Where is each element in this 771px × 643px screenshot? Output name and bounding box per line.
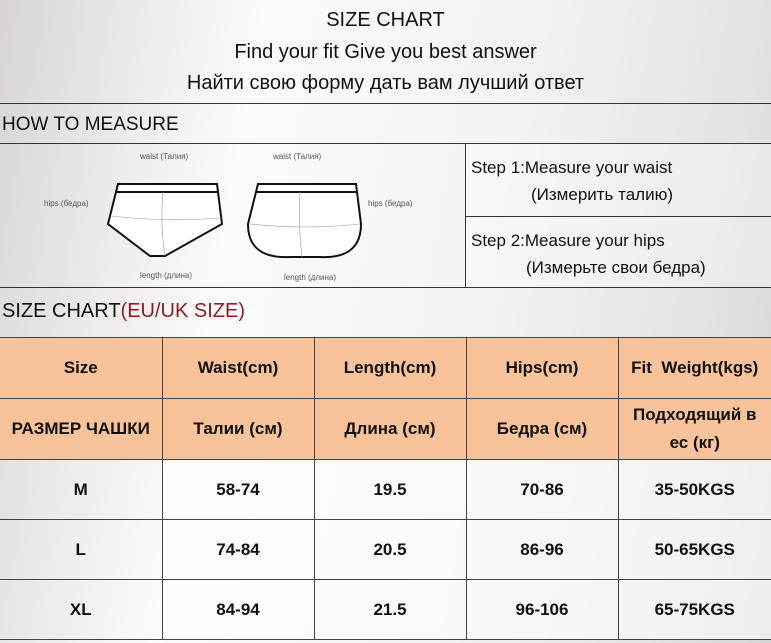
- hips-label-front: hips (бедра): [44, 199, 89, 208]
- header-row-en: Size Waist(cm) Length(cm) Hips(cm) Fit W…: [0, 337, 771, 399]
- cell: 50-65KGS: [617, 519, 771, 580]
- table-row: M 58-74 19.5 70-86 35-50KGS: [0, 459, 771, 520]
- cell: 35-50KGS: [617, 459, 771, 520]
- size-chart-note: (EU/UK SIZE): [120, 300, 245, 322]
- header-cell: Waist(cm): [161, 337, 315, 399]
- cell: XL: [0, 579, 163, 640]
- subtitle-ru: Найти свою форму дать вам лучший ответ: [186, 72, 585, 94]
- table-row: L 74-84 20.5 86-96 50-65KGS: [0, 519, 771, 580]
- header-cell: Length(cm): [313, 337, 467, 399]
- step-2: Step 2:Measure your hips (Измерьте свои б…: [466, 215, 771, 287]
- step-1-ru: (Измерить талию): [531, 185, 674, 204]
- cell: 65-75KGS: [617, 579, 771, 640]
- title: SIZE CHART: [326, 9, 445, 31]
- size-chart-title: SIZE CHART: [2, 300, 121, 322]
- step-2-ru: (Измерьте свои бедра): [526, 257, 706, 277]
- header-cell: Hips(cm): [465, 337, 619, 399]
- header-cell: Длина (см): [313, 398, 467, 460]
- panties-diagram: [106, 183, 363, 259]
- back-panty-icon: [246, 183, 363, 259]
- header-cell: Талии (см): [161, 398, 315, 460]
- cell: 74-84: [161, 519, 315, 580]
- step-1: Step 1:Measure your waist (Измерить талию…: [466, 144, 771, 216]
- header-cell: Подходящий в ес (кг): [617, 398, 771, 460]
- cell: 21.5: [313, 579, 467, 640]
- cell: 86-96: [465, 519, 619, 580]
- size-chart-heading: SIZE CHART(EU/UK SIZE): [2, 300, 245, 323]
- cell: 84-94: [161, 579, 315, 640]
- step-2-en: Step 2:Measure your hips: [471, 230, 665, 250]
- front-panty-icon: [106, 183, 224, 257]
- header-cell: Size: [0, 337, 163, 399]
- cell: 96-106: [465, 579, 619, 640]
- length-label-back: length (длина): [284, 273, 337, 282]
- hips-label-back: hips (бедра): [368, 199, 413, 208]
- cell: 70-86: [465, 459, 619, 520]
- cell: 19.5: [313, 459, 467, 520]
- waist-label-back: waist (Талия): [273, 152, 322, 161]
- divider: [0, 103, 771, 104]
- steps: Step 1:Measure your waist (Измерить талию…: [465, 144, 771, 287]
- table-row: XL 84-94 21.5 96-106 65-75KGS: [0, 579, 771, 640]
- header-cell: РАЗМЕР ЧАШКИ: [0, 398, 163, 460]
- cell: M: [0, 459, 163, 520]
- header-cell: Fit Weight(kgs): [617, 337, 771, 399]
- header-cell: Бедра (см): [465, 398, 619, 460]
- cell: L: [0, 519, 163, 580]
- length-label-front: length (длина): [140, 271, 193, 280]
- header-row-ru: РАЗМЕР ЧАШКИ Талии (см) Длина (см) Бедра…: [0, 398, 771, 460]
- measure-box: waist (Талия) waist (Талия) hips (бедра)…: [0, 143, 771, 288]
- cell: 58-74: [161, 459, 315, 520]
- size-table: Size Waist(cm) Length(cm) Hips(cm) Fit W…: [0, 337, 771, 640]
- how-to-measure-heading: HOW TO MEASURE: [2, 114, 179, 135]
- subtitle-en: Find your fit Give you best answer: [234, 41, 537, 63]
- step-1-en: Step 1:Measure your waist: [471, 158, 673, 177]
- cell: 20.5: [313, 519, 467, 580]
- waist-label-front: waist (Талия): [140, 152, 189, 161]
